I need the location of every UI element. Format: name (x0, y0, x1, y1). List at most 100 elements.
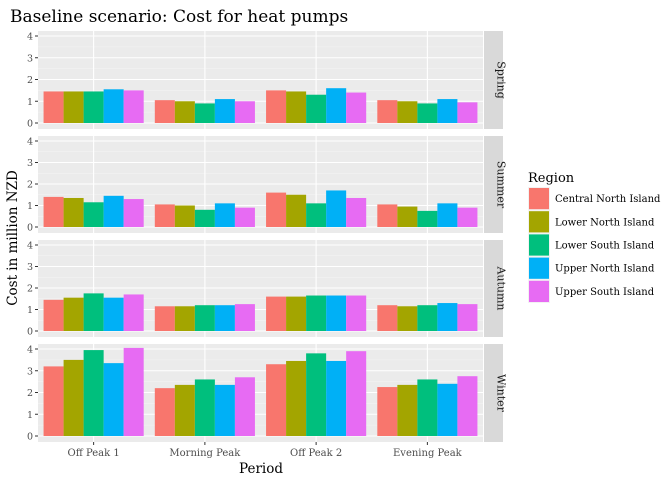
bar-winter-2-3 (326, 360, 347, 436)
bar-summer-2-0 (266, 192, 287, 227)
bar-spring-3-0 (377, 100, 398, 123)
bar-winter-0-1 (63, 359, 84, 436)
bar-summer-3-1 (397, 206, 418, 227)
bar-spring-3-1 (397, 101, 418, 123)
legend-title: Region (528, 171, 575, 186)
bar-summer-0-2 (83, 202, 104, 227)
bar-winter-3-2 (417, 379, 438, 436)
bar-autumn-3-0 (377, 305, 398, 331)
facet-panel-autumn: 0 1 2 3 4 Autumn (27, 240, 508, 338)
bar-autumn-3-3 (437, 303, 458, 331)
bar-spring-1-3 (214, 99, 235, 123)
y-tick-label: 3 (27, 158, 33, 169)
y-tick-label: 0 (27, 432, 33, 443)
facet-panel-spring: 0 1 2 3 4 Spring (27, 31, 508, 130)
facet-strip (484, 31, 503, 129)
bar-winter-1-4 (234, 377, 255, 436)
bar-spring-3-4 (457, 102, 478, 123)
bar-winter-2-2 (306, 353, 327, 436)
facet-strip (484, 240, 503, 337)
bar-winter-2-4 (346, 351, 367, 436)
bar-winter-3-3 (437, 383, 458, 436)
legend-swatch (529, 234, 549, 256)
bar-winter-0-4 (123, 347, 144, 436)
legend-label: Lower North Island (555, 217, 655, 228)
y-tick-label: 3 (27, 366, 33, 377)
bar-spring-2-4 (346, 92, 367, 123)
y-axis-label: Cost in million NZD (5, 170, 21, 306)
bar-spring-0-3 (103, 89, 124, 123)
bar-winter-2-1 (286, 360, 307, 436)
facet-panel-winter: 0 1 2 3 4 Winter (27, 344, 508, 443)
x-tick-label: Off Peak 1 (68, 448, 120, 459)
y-tick-label: 0 (27, 327, 33, 338)
bar-summer-2-4 (346, 197, 367, 227)
y-tick-label: 2 (27, 388, 33, 399)
facet-strip (484, 344, 503, 442)
y-tick-label: 1 (27, 97, 33, 108)
bar-autumn-2-2 (306, 295, 327, 331)
bar-spring-3-2 (417, 103, 438, 123)
bar-summer-0-3 (103, 195, 124, 227)
facet-panel-summer: 0 1 2 3 4 Summer (27, 136, 508, 234)
bar-spring-0-1 (63, 91, 84, 123)
legend-label: Upper South Island (555, 287, 655, 298)
bar-autumn-2-0 (266, 296, 287, 331)
bar-summer-0-0 (43, 196, 64, 227)
bar-summer-1-0 (154, 204, 175, 227)
x-axis-ticks: Off Peak 1 Morning Peak Off Peak 2 Evening … (68, 442, 463, 459)
y-tick-label: 4 (27, 137, 33, 148)
bar-autumn-1-0 (154, 306, 175, 331)
bar-autumn-2-1 (286, 296, 307, 331)
bar-spring-3-3 (437, 99, 458, 123)
bar-winter-1-1 (174, 384, 195, 436)
bar-summer-2-3 (326, 190, 347, 227)
x-tick-label: Evening Peak (393, 448, 463, 459)
chart-title: Baseline scenario: Cost for heat pumps (10, 7, 348, 27)
bar-summer-2-2 (306, 203, 327, 227)
bar-winter-3-4 (457, 376, 478, 436)
bar-summer-3-4 (457, 207, 478, 227)
bar-winter-1-0 (154, 388, 175, 436)
bar-winter-0-2 (83, 350, 104, 436)
facet-label: Spring (495, 61, 508, 98)
bar-winter-0-0 (43, 366, 64, 436)
x-tick-label: Morning Peak (169, 448, 241, 459)
bar-winter-2-0 (266, 364, 287, 436)
y-tick-label: 4 (27, 241, 33, 252)
bar-summer-2-1 (286, 194, 307, 227)
bar-spring-1-4 (234, 101, 255, 123)
y-tick-label: 1 (27, 201, 33, 212)
legend-swatch (529, 188, 549, 210)
facet-label: Summer (495, 161, 508, 209)
bar-spring-2-3 (326, 88, 347, 123)
bar-summer-3-0 (377, 204, 398, 227)
bar-winter-3-0 (377, 387, 398, 436)
bar-autumn-0-1 (63, 297, 84, 331)
x-tick-label: Off Peak 2 (290, 448, 342, 459)
bar-autumn-0-2 (83, 293, 104, 331)
bar-autumn-0-4 (123, 294, 144, 331)
bar-autumn-0-3 (103, 297, 124, 331)
bar-spring-0-2 (83, 91, 104, 123)
bar-winter-3-1 (397, 384, 418, 436)
bar-autumn-3-4 (457, 304, 478, 331)
bar-summer-1-2 (194, 209, 215, 227)
bar-summer-3-3 (437, 203, 458, 227)
legend-swatch (529, 280, 549, 302)
facet-label: Autumn (495, 265, 508, 310)
y-tick-label: 3 (27, 53, 33, 64)
y-tick-label: 1 (27, 305, 33, 316)
legend-swatch (529, 211, 549, 233)
bar-spring-1-0 (154, 100, 175, 123)
bar-summer-1-4 (234, 207, 255, 227)
bar-summer-3-2 (417, 210, 438, 227)
facet-strip (484, 136, 503, 233)
bar-autumn-2-4 (346, 295, 367, 331)
bar-autumn-0-0 (43, 299, 64, 331)
bar-summer-1-1 (174, 205, 195, 227)
facet-panels: 0 1 2 3 4 Spring 0 1 2 3 4 Summer 0 1 2 3 4 Autumn 0 1 2 3 4 Wi… (27, 31, 508, 443)
y-tick-label: 4 (27, 32, 33, 43)
